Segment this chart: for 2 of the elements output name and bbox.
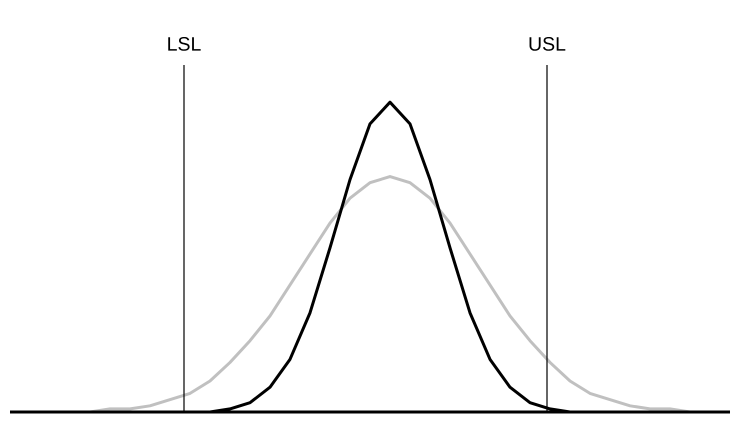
text: LSL	[168, 36, 201, 51]
text: USL	[530, 36, 566, 51]
